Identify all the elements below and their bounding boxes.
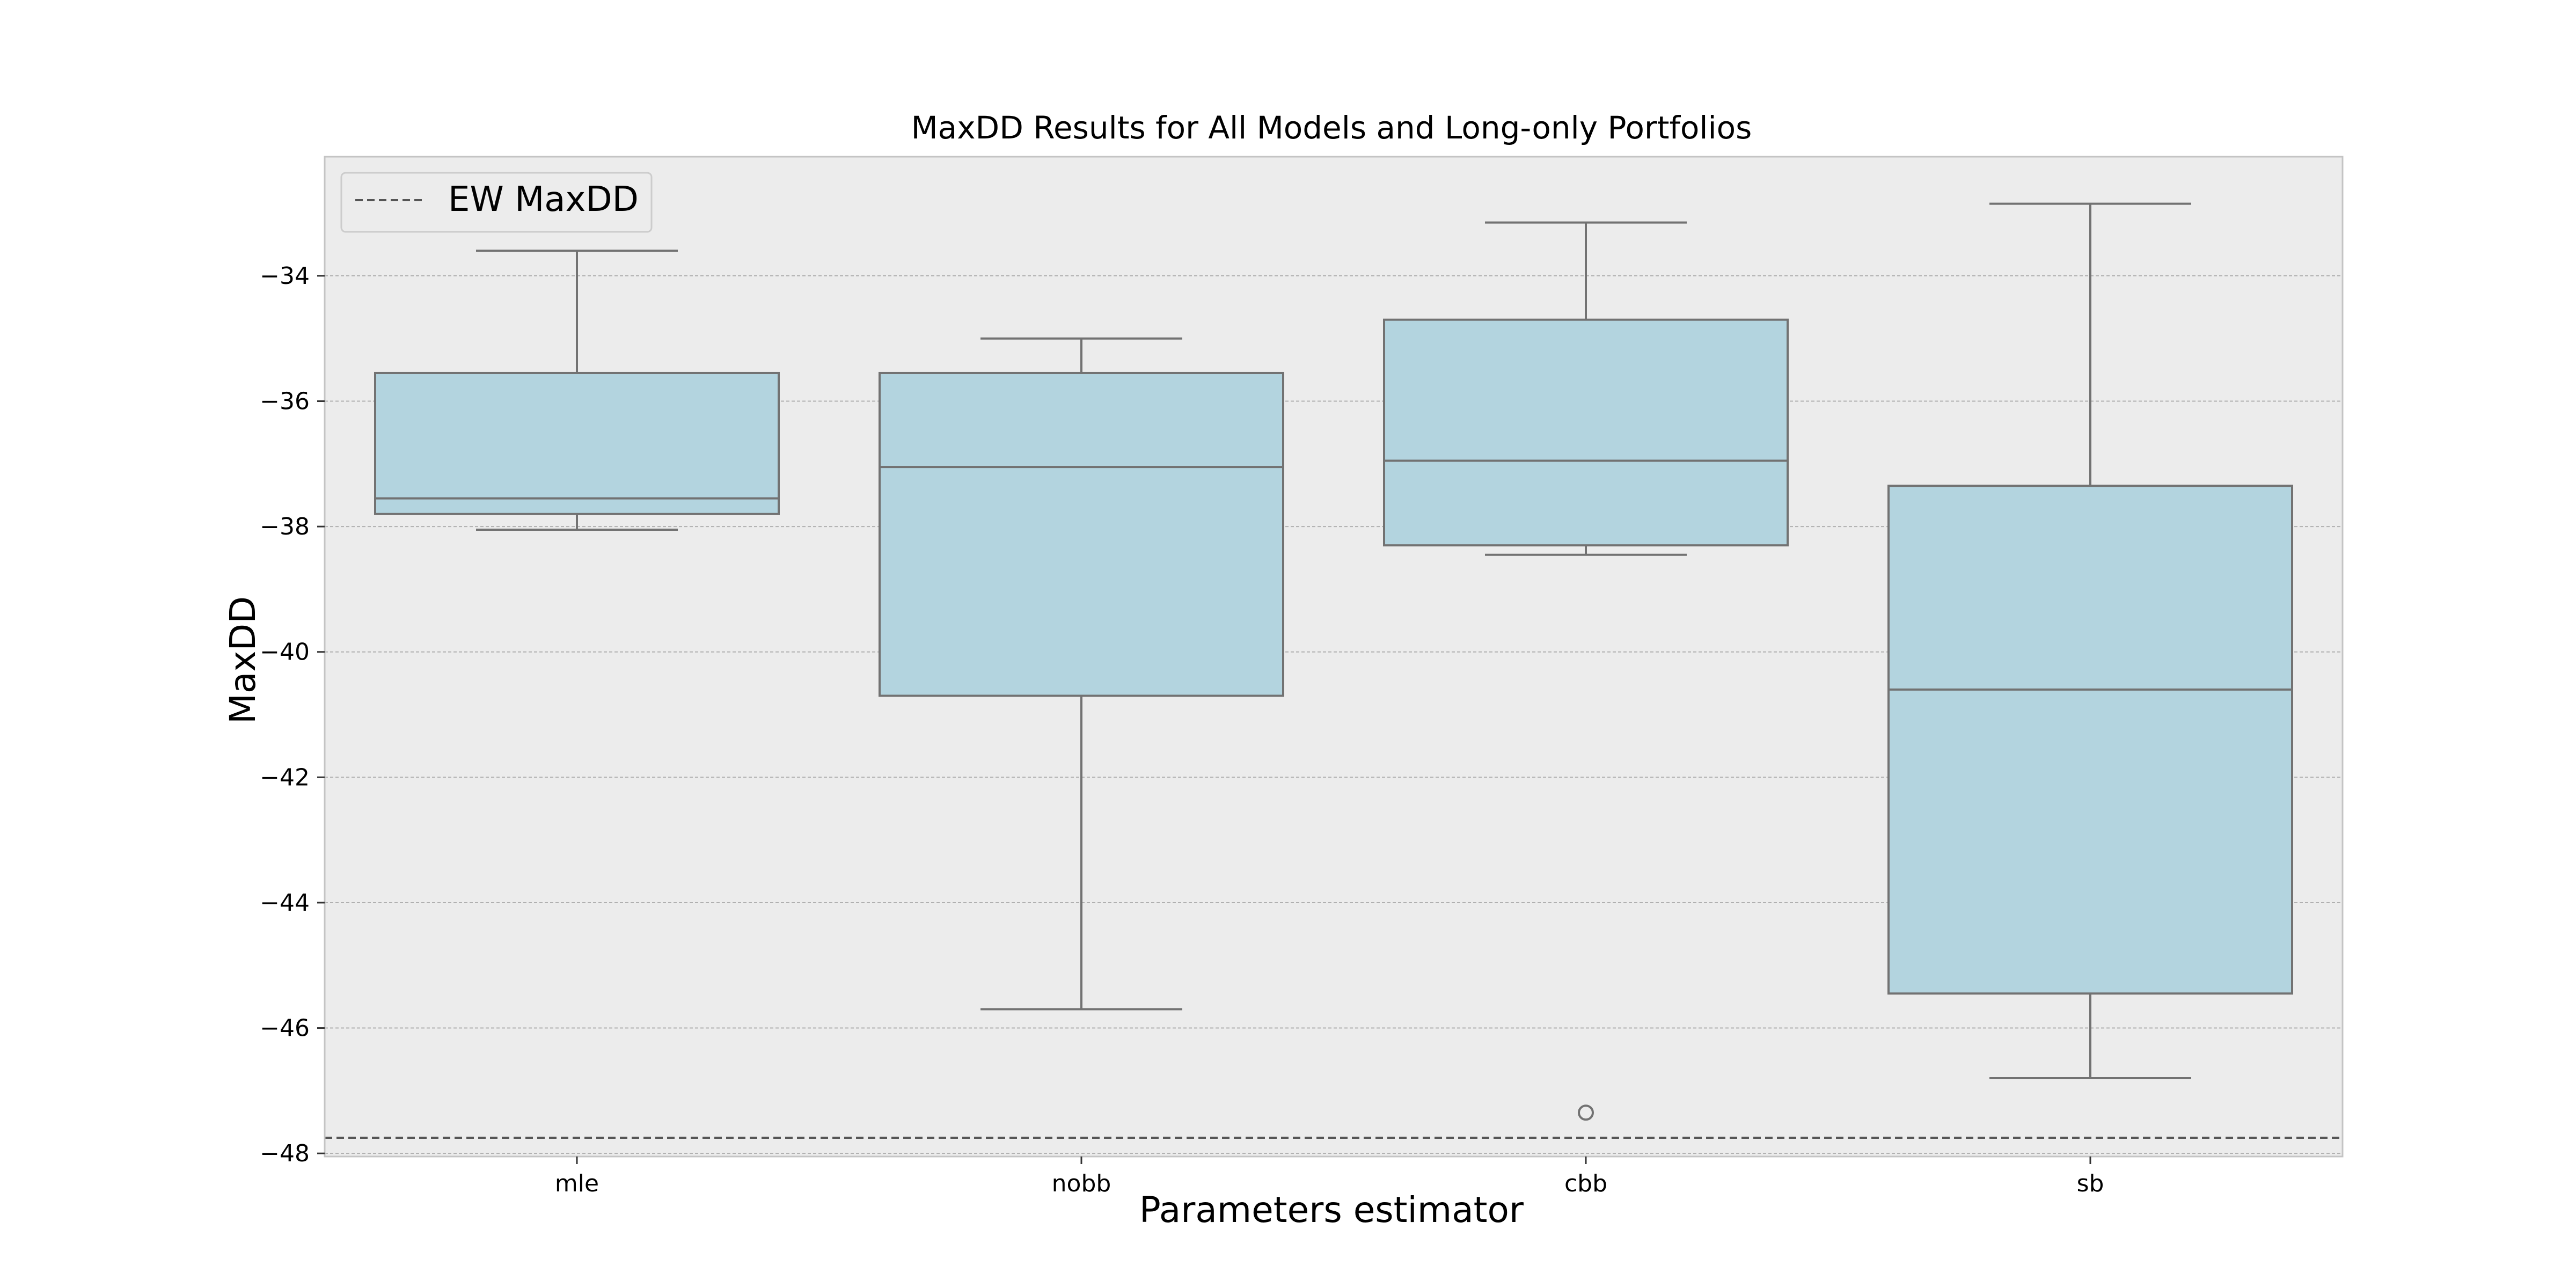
plot-area — [324, 156, 2344, 1158]
y-tick-label: −40 — [260, 639, 310, 666]
outlier-point — [1578, 1104, 1594, 1121]
box-body — [879, 371, 1284, 697]
axes-frame — [324, 156, 2344, 1158]
box-body — [1383, 318, 1789, 547]
y-tick-label: −36 — [260, 388, 310, 415]
chart-title: MaxDD Results for All Models and Long-on… — [911, 109, 1752, 146]
box-nobb — [879, 337, 1284, 1011]
legend: EW MaxDD — [340, 172, 653, 233]
x-tick-label: sb — [2077, 1170, 2104, 1197]
x-axis-ticks: mle nobb cbb sb — [555, 1157, 2104, 1197]
y-tick-label: −46 — [260, 1015, 310, 1042]
boxes — [374, 202, 2293, 1121]
y-tick-label: −42 — [260, 764, 310, 791]
box-body — [1887, 485, 2293, 995]
x-tick-label: cbb — [1564, 1170, 1607, 1197]
y-axis-label: MaxDD — [222, 596, 264, 724]
legend-frame — [340, 172, 653, 233]
y-tick-label: −48 — [260, 1140, 310, 1167]
y-tick-label: −44 — [260, 889, 310, 917]
y-tick-label: −38 — [260, 513, 310, 540]
box-cbb — [1383, 221, 1789, 1121]
box-sb — [1887, 202, 2293, 1079]
x-axis-label: Parameters estimator — [1139, 1189, 1524, 1231]
x-tick-label: nobb — [1052, 1170, 1111, 1197]
y-tick-label: −34 — [260, 262, 310, 290]
y-axis-ticks: −34 −36 −38 −40 −42 −44 −46 −48 — [260, 262, 325, 1167]
x-tick-label: mle — [555, 1170, 599, 1197]
box-body — [374, 371, 780, 515]
legend-ew-maxdd-label: EW MaxDD — [448, 180, 639, 219]
box-mle — [374, 250, 780, 531]
